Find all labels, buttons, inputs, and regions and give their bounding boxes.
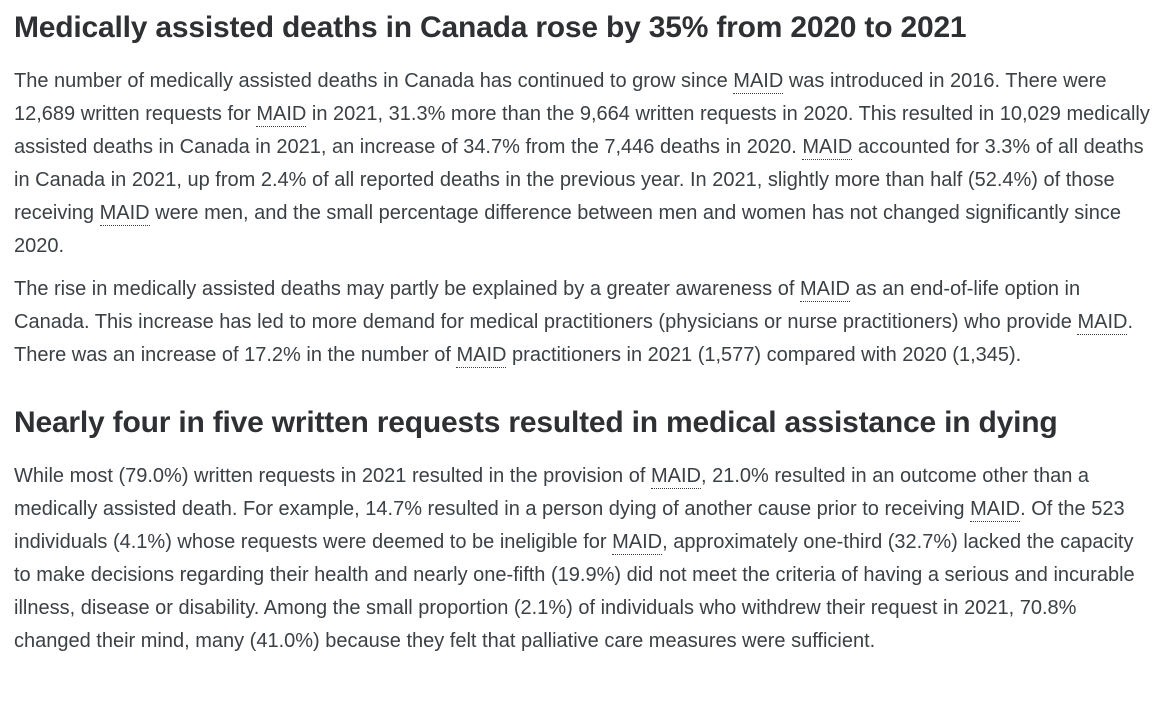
maid-abbr[interactable]: MAID bbox=[970, 498, 1021, 522]
maid-abbr[interactable]: MAID bbox=[456, 344, 507, 368]
maid-abbr[interactable]: MAID bbox=[802, 136, 853, 160]
maid-abbr[interactable]: MAID bbox=[799, 278, 850, 302]
overview-paragraph-2: The rise in medically assisted deaths ma… bbox=[14, 278, 1134, 368]
maid-abbr[interactable]: MAID bbox=[1077, 311, 1128, 335]
maid-abbr[interactable]: MAID bbox=[650, 465, 701, 489]
maid-abbr[interactable]: MAID bbox=[256, 103, 307, 127]
article-title: Medically assisted deaths in Canada rose… bbox=[14, 11, 967, 44]
maid-abbr[interactable]: MAID bbox=[99, 202, 150, 226]
maid-abbr[interactable]: MAID bbox=[733, 70, 784, 94]
article-page: Medically assisted deaths in Canada rose… bbox=[0, 10, 1170, 658]
maid-abbr[interactable]: MAID bbox=[612, 531, 663, 555]
section-heading: Nearly four in five written requests res… bbox=[14, 406, 1058, 439]
section-paragraph-1: While most (79.0%) written requests in 2… bbox=[14, 465, 1135, 652]
overview-paragraph-1: The number of medically assisted deaths … bbox=[14, 70, 1150, 257]
